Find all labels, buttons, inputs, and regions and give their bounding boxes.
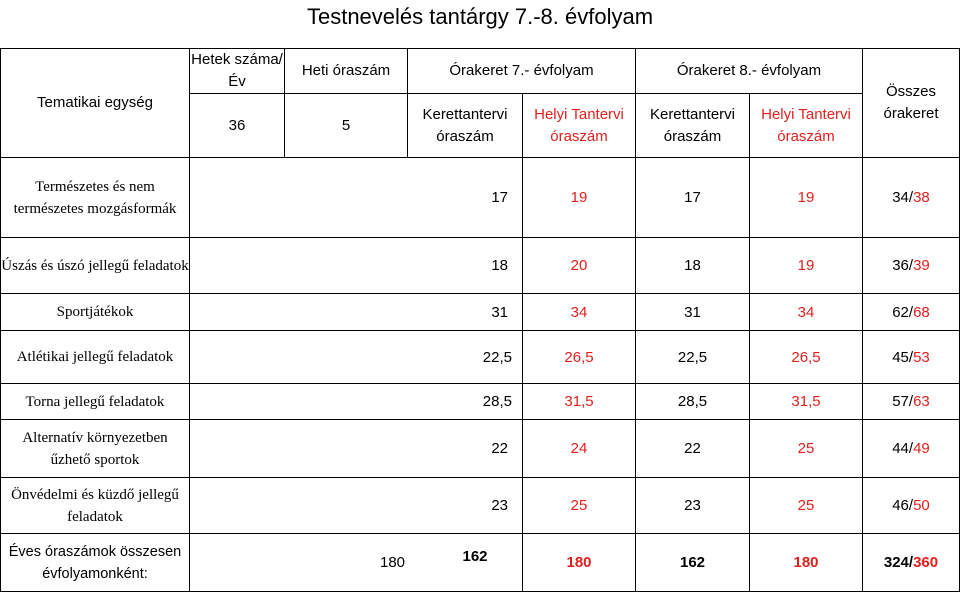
- table-row: Atlétikai jellegű feladatok 22,5 26,5 22…: [0, 330, 960, 384]
- summary-label: Éves óraszámok összesen évfolyamonként:: [0, 533, 190, 592]
- framework-hours-7-header: Kerettantervi óraszám: [407, 93, 523, 158]
- local-hours-7: 19: [522, 157, 636, 238]
- framework-hours-8-total: 162: [635, 533, 750, 592]
- local-hours-7-total: 180: [522, 533, 636, 592]
- header-weekly-hours: Heti óraszám: [284, 48, 408, 94]
- row-unit: Természetes és nem természetes mozgásfor…: [0, 157, 190, 238]
- local-hours-8: 19: [749, 157, 863, 238]
- total-hours: 36/39: [862, 237, 960, 294]
- summary-row: Éves óraszámok összesen évfolyamonként: …: [0, 533, 960, 592]
- framework-hours-8-header: Kerettantervi óraszám: [635, 93, 750, 158]
- grand-total: 324/360: [862, 533, 960, 592]
- local-hours-8: 31,5: [749, 383, 863, 420]
- local-hours-7: 26,5: [522, 330, 636, 384]
- framework-hours-7: 23: [189, 477, 523, 534]
- table-row: Sportjátékok 31 34 31 34 62/68: [0, 293, 960, 331]
- local-hours-8: 26,5: [749, 330, 863, 384]
- table-row: Torna jellegű feladatok 28,5 31,5 28,5 3…: [0, 383, 960, 420]
- total-hours: 34/38: [862, 157, 960, 238]
- total-hours: 45/53: [862, 330, 960, 384]
- weekly-hours-value: 5: [284, 93, 408, 158]
- framework-hours-8: 17: [635, 157, 750, 238]
- row-unit: Sportjátékok: [0, 293, 190, 331]
- local-hours-8-header: Helyi Tantervi óraszám: [749, 93, 863, 158]
- table-row: Önvédelmi és küzdő jellegű feladatok 23 …: [0, 477, 960, 534]
- local-hours-8: 25: [749, 477, 863, 534]
- row-unit: Alternatív környezetben űzhető sportok: [0, 419, 190, 478]
- local-hours-7: 31,5: [522, 383, 636, 420]
- total-hours: 57/63: [862, 383, 960, 420]
- local-hours-8: 25: [749, 419, 863, 478]
- table-row: Úszás és úszó jellegű feladatok 18 20 18…: [0, 237, 960, 294]
- framework-hours-8: 18: [635, 237, 750, 294]
- framework-hours-8: 31: [635, 293, 750, 331]
- total-hours: 62/68: [862, 293, 960, 331]
- local-hours-7: 25: [522, 477, 636, 534]
- header-weeks: Hetek száma/Év: [189, 48, 285, 94]
- framework-hours-7-total: 162: [462, 548, 488, 565]
- framework-hours-7: 17: [189, 157, 523, 238]
- framework-hours-7: 28,5: [189, 383, 523, 420]
- local-hours-8: 19: [749, 237, 863, 294]
- local-hours-8-total: 180: [749, 533, 863, 592]
- row-unit: Önvédelmi és küzdő jellegű feladatok: [0, 477, 190, 534]
- framework-hours-7: 18: [189, 237, 523, 294]
- framework-hours-8: 22,5: [635, 330, 750, 384]
- header-grade-8: Órakeret 8.- évfolyam: [635, 48, 863, 94]
- page-title: Testnevelés tantárgy 7.-8. évfolyam: [306, 4, 654, 29]
- framework-hours-7: 31: [189, 293, 523, 331]
- local-hours-7: 34: [522, 293, 636, 331]
- framework-hours-7: 22,5: [189, 330, 523, 384]
- row-unit: Torna jellegű feladatok: [0, 383, 190, 420]
- framework-hours-8: 23: [635, 477, 750, 534]
- header-grade-7: Órakeret 7.- évfolyam: [407, 48, 636, 94]
- header-total: Összes órakeret: [862, 48, 960, 158]
- framework-hours-8: 22: [635, 419, 750, 478]
- total-hours: 44/49: [862, 419, 960, 478]
- framework-hours-7: 22: [189, 419, 523, 478]
- local-hours-7: 20: [522, 237, 636, 294]
- total-hours: 46/50: [862, 477, 960, 534]
- weeks-value: 36: [189, 93, 285, 158]
- framework-hours-8: 28,5: [635, 383, 750, 420]
- annual-hours-total: 180: [189, 533, 523, 592]
- local-hours-7-header: Helyi Tantervi óraszám: [522, 93, 636, 158]
- curriculum-table: Tematikai egység Hetek száma/Év Heti óra…: [0, 48, 960, 592]
- table-row: Alternatív környezetben űzhető sportok 2…: [0, 419, 960, 478]
- row-unit: Úszás és úszó jellegű feladatok: [0, 237, 190, 294]
- local-hours-8: 34: [749, 293, 863, 331]
- row-unit: Atlétikai jellegű feladatok: [0, 330, 190, 384]
- table-row: Természetes és nem természetes mozgásfor…: [0, 157, 960, 238]
- header-unit: Tematikai egység: [0, 48, 190, 158]
- local-hours-7: 24: [522, 419, 636, 478]
